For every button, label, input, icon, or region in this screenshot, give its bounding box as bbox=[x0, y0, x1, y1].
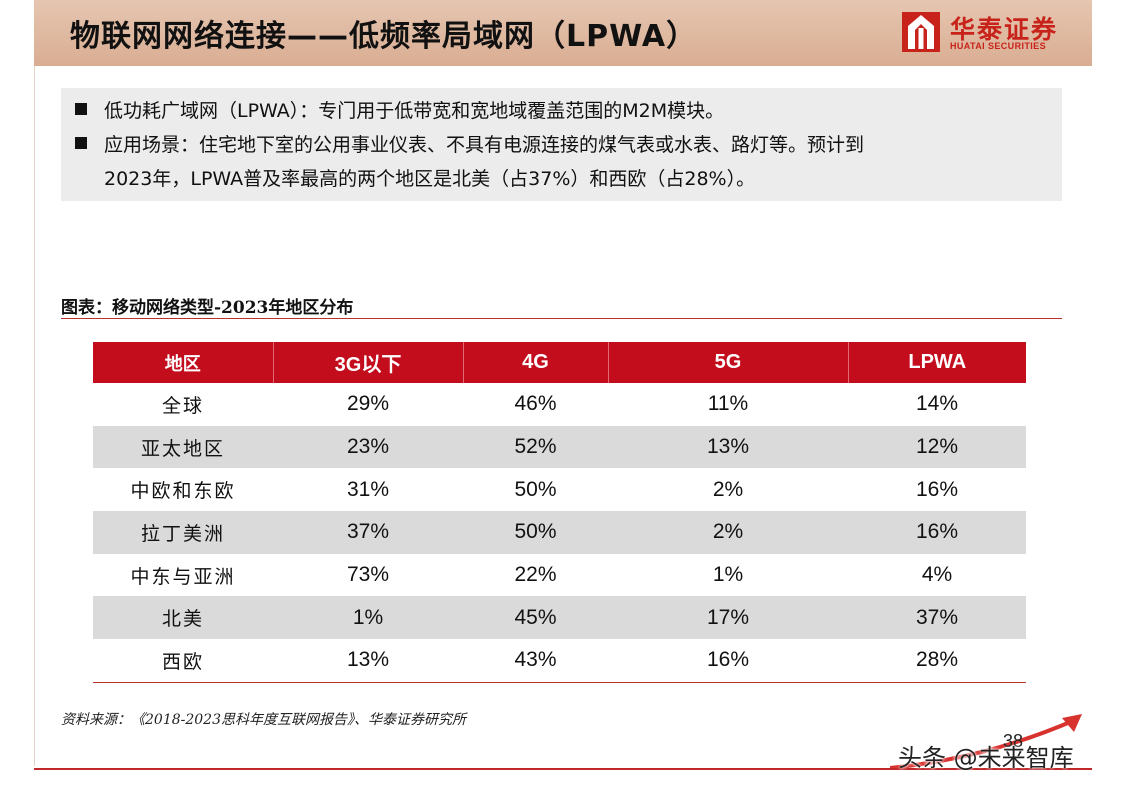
cell-4g: 45% bbox=[463, 596, 608, 640]
cell-region: 中东与亚洲 bbox=[130, 565, 236, 588]
cell-region: 拉丁美洲 bbox=[93, 511, 273, 554]
source-note: 资料来源：《2018-2023思科年度互联网报告》、华泰证券研究所 bbox=[61, 712, 466, 728]
cell-4g: 50% bbox=[514, 477, 557, 501]
company-logo: 华泰证券 HUATAI SECURITIES bbox=[902, 10, 1062, 56]
title-bar: 物联网网络连接——低频率局域网（LPWA） 华泰证券 HUATAI SECURI… bbox=[34, 0, 1092, 66]
cell-4g: 46% bbox=[514, 392, 557, 416]
table-row: 全球 29% 46% 11% 14% bbox=[93, 383, 1026, 426]
page-number: 38 bbox=[1003, 731, 1024, 751]
cell-4g: 52% bbox=[463, 425, 608, 469]
left-divider bbox=[34, 66, 35, 766]
cell-5g: 1% bbox=[712, 563, 744, 587]
cell-lpwa: 4% bbox=[921, 563, 953, 587]
intro-bullet-2: 应用场景：住宅地下室的公用事业仪表、不具有电源连接的煤气表或水表、路灯等。预计到… bbox=[75, 128, 1050, 196]
footer-divider bbox=[34, 768, 1092, 770]
network-type-table: 地区 3G以下 4G 5G LPWA 全球 29% 46% 11% 14% 亚太… bbox=[93, 342, 1026, 683]
bullet-square-icon bbox=[75, 137, 87, 149]
cell-region: 中欧和东欧 bbox=[130, 480, 236, 503]
table-row: 中欧和东欧 31% 50% 2% 16% bbox=[93, 468, 1026, 511]
cell-4g: 22% bbox=[514, 563, 557, 587]
table-row: 西欧 13% 43% 16% 28% bbox=[93, 639, 1026, 683]
cell-region: 西欧 bbox=[93, 639, 273, 683]
table-row: 拉丁美洲 37% 50% 2% 16% bbox=[93, 511, 1026, 554]
cell-3g: 37% bbox=[273, 511, 463, 554]
table-row: 亚太地区 23% 52% 13% 12% bbox=[93, 425, 1026, 469]
header-lpwa: LPWA bbox=[848, 342, 1026, 383]
intro-bullet-1-text: 低功耗广域网（LPWA）：专门用于低带宽和宽地域覆盖范围的M2M模块。 bbox=[104, 100, 725, 122]
table-header-row: 地区 3G以下 4G 5G LPWA bbox=[93, 342, 1026, 383]
cell-lpwa: 12% bbox=[848, 425, 1026, 469]
logo-english-text: HUATAI SECURITIES bbox=[950, 41, 1046, 51]
header-3g: 3G以下 bbox=[273, 342, 464, 383]
huatai-logo-icon bbox=[902, 12, 940, 52]
bullet-square-icon bbox=[75, 103, 87, 115]
cell-region: 北美 bbox=[93, 596, 273, 640]
cell-3g: 23% bbox=[273, 425, 463, 469]
cell-lpwa: 16% bbox=[848, 511, 1026, 554]
intro-bullet-2-line-2: 2023年，LPWA普及率最高的两个地区是北美（占37%）和西欧（占28%）。 bbox=[104, 168, 756, 190]
table-row: 中东与亚洲 73% 22% 1% 4% bbox=[93, 554, 1026, 597]
cell-5g: 17% bbox=[608, 596, 848, 640]
cell-3g: 31% bbox=[346, 477, 390, 501]
cell-lpwa: 37% bbox=[848, 596, 1026, 640]
cell-region: 全球 bbox=[161, 394, 204, 417]
footer-swoosh-icon bbox=[890, 714, 1082, 770]
cell-5g: 2% bbox=[608, 511, 848, 554]
cell-5g: 11% bbox=[707, 392, 749, 416]
header-region: 地区 bbox=[93, 342, 274, 383]
table-row: 北美 1% 45% 17% 37% bbox=[93, 596, 1026, 640]
caption-divider bbox=[61, 318, 1062, 319]
header-5g: 5G bbox=[608, 342, 849, 383]
cell-4g: 50% bbox=[463, 511, 608, 554]
cell-5g: 13% bbox=[608, 425, 848, 469]
cell-lpwa: 28% bbox=[848, 639, 1026, 683]
page-title: 物联网网络连接——低频率局域网（LPWA） bbox=[70, 19, 698, 54]
intro-box: 低功耗广域网（LPWA）：专门用于低带宽和宽地域覆盖范围的M2M模块。 应用场景… bbox=[61, 88, 1062, 201]
table-caption: 图表：移动网络类型-2023年地区分布 bbox=[61, 298, 354, 318]
cell-5g: 16% bbox=[608, 639, 848, 683]
cell-lpwa: 16% bbox=[915, 477, 959, 501]
header-4g: 4G bbox=[463, 342, 609, 383]
cell-lpwa: 14% bbox=[915, 392, 959, 416]
cell-4g: 43% bbox=[463, 639, 608, 683]
cell-region: 亚太地区 bbox=[93, 425, 273, 469]
cell-5g: 2% bbox=[712, 477, 744, 501]
watermark-text: 头条 @未来智库 bbox=[898, 744, 1074, 772]
intro-bullet-2-line-1: 应用场景：住宅地下室的公用事业仪表、不具有电源连接的煤气表或水表、路灯等。预计到 bbox=[104, 134, 865, 156]
logo-chinese-text: 华泰证券 bbox=[950, 15, 1059, 44]
cell-3g: 13% bbox=[273, 639, 463, 683]
cell-3g: 29% bbox=[346, 392, 390, 416]
cell-3g: 73% bbox=[346, 563, 390, 587]
cell-3g: 1% bbox=[273, 596, 463, 640]
intro-bullet-1: 低功耗广域网（LPWA）：专门用于低带宽和宽地域覆盖范围的M2M模块。 bbox=[75, 94, 724, 128]
